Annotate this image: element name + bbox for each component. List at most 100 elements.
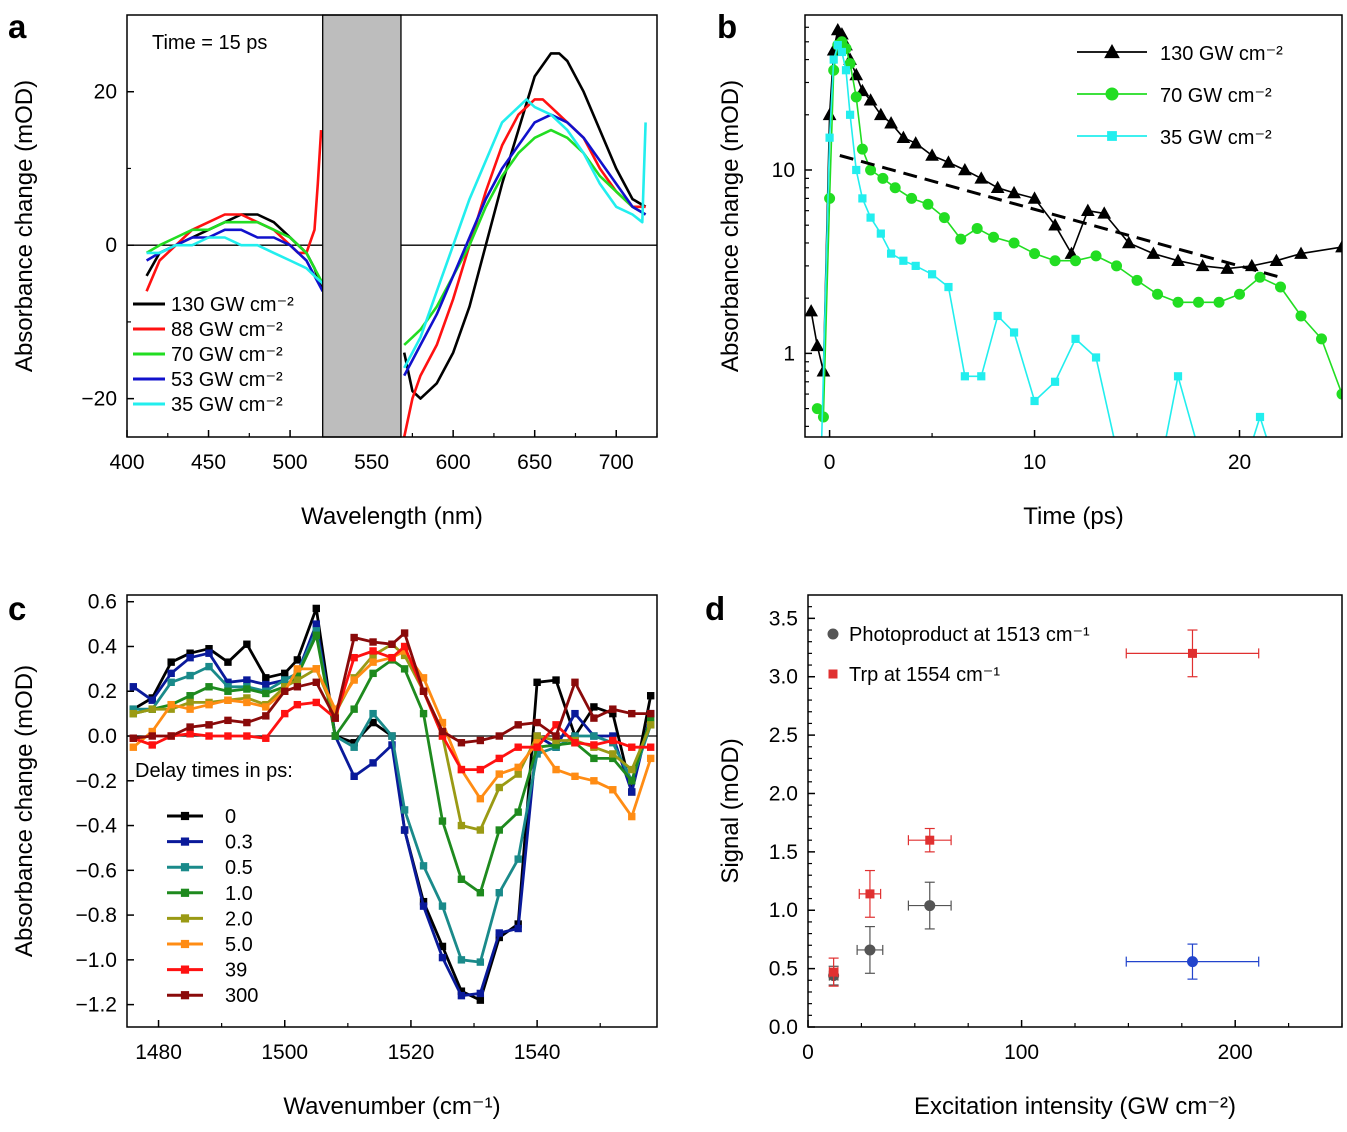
y-tick-label: 0.6: [88, 591, 117, 614]
plot-frame: [126, 14, 658, 438]
data-point: [845, 110, 855, 119]
y-tick-label: −0.2: [76, 770, 117, 793]
time-annotation: Time = 15 ps: [152, 32, 267, 54]
data-point: [476, 765, 485, 774]
data-point: [495, 732, 503, 740]
legend-marker: [1107, 131, 1117, 141]
data-point: [955, 233, 967, 245]
legend-label: 0.5: [225, 857, 253, 879]
data-point: [1195, 446, 1202, 453]
data-point: [552, 676, 560, 684]
x-tick-label: 550: [354, 451, 389, 474]
y-tick-label: 0.0: [769, 1016, 798, 1039]
x-axis-label: Time (ps): [1023, 503, 1123, 530]
data-point: [369, 709, 377, 718]
x-tick-label: 400: [109, 451, 144, 474]
data-point: [1133, 478, 1140, 485]
data-point: [829, 967, 839, 977]
data-point: [312, 665, 320, 673]
y-tick-label: 10: [772, 159, 795, 182]
data-point: [243, 718, 251, 727]
data-point: [571, 739, 579, 747]
data-point: [1090, 250, 1102, 262]
data-point: [590, 754, 598, 763]
data-point: [243, 676, 251, 684]
series-line-4-right: [403, 98, 647, 369]
x-tick-label: 600: [436, 451, 471, 474]
data-point: [419, 902, 428, 910]
data-point: [224, 658, 232, 666]
data-point: [514, 855, 522, 863]
data-point: [186, 723, 194, 731]
legend-label: 300: [225, 985, 258, 1007]
legend-marker: [180, 991, 190, 1000]
data-point: [1316, 333, 1328, 345]
data-point: [571, 678, 579, 686]
data-point: [924, 900, 936, 912]
legend-label: 39: [225, 960, 247, 982]
data-point: [628, 709, 636, 718]
data-point: [628, 765, 636, 774]
x-tick-label: 450: [191, 451, 226, 474]
data-point: [129, 683, 138, 691]
data-point: [850, 91, 862, 103]
data-point: [350, 676, 358, 684]
data-point: [1234, 288, 1246, 300]
data-point: [419, 687, 428, 695]
data-point: [167, 732, 175, 740]
data-point: [400, 665, 409, 673]
data-point: [1295, 310, 1307, 322]
data-point: [369, 718, 377, 727]
data-point: [1091, 353, 1101, 362]
data-point: [476, 996, 485, 1004]
data-point: [590, 777, 598, 785]
legend-marker: [1104, 43, 1120, 59]
panel-letter-c: c: [8, 590, 26, 627]
data-point: [533, 743, 541, 751]
data-point: [167, 700, 175, 709]
x-tick-label: 1540: [514, 1041, 561, 1064]
data-point: [262, 674, 270, 682]
data-point: [514, 770, 522, 778]
data-point: [1154, 478, 1161, 485]
data-point: [571, 772, 579, 781]
y-tick-label: 0.5: [769, 958, 798, 981]
data-point: [243, 640, 251, 648]
legend-marker: [180, 837, 190, 846]
y-tick-label: 1: [783, 342, 795, 365]
data-point: [312, 678, 320, 686]
data-point: [205, 732, 213, 740]
data-point: [628, 777, 636, 785]
data-point: [495, 888, 503, 897]
data-point: [1027, 191, 1042, 204]
data-point: [824, 192, 836, 204]
x-tick-label: 0: [824, 451, 836, 474]
legend-label: 53 GW cm⁻²: [171, 369, 283, 391]
y-tick-label: −0.8: [76, 904, 117, 927]
data-point: [1121, 235, 1136, 249]
legend-label: Trp at 1554 cm⁻¹: [849, 664, 1000, 686]
data-point: [1277, 478, 1284, 485]
data-point: [514, 808, 522, 816]
legend-label: 130 GW cm⁻²: [171, 294, 294, 316]
data-point: [1009, 328, 1019, 337]
data-point: [369, 647, 377, 655]
data-point: [262, 703, 270, 711]
data-point: [889, 182, 901, 194]
x-tick-label: 1480: [135, 1041, 182, 1064]
data-point: [1146, 246, 1161, 259]
data-point: [148, 705, 156, 713]
data-point: [837, 47, 846, 57]
x-tick-label: 500: [273, 451, 308, 474]
legend-label: 1.0: [225, 883, 253, 905]
panel-d: 0 100 200 0.0 0.5 1.0 1.5 2.0 2.5 3.0 3.5 Excitatio…: [705, 590, 1343, 1120]
data-point: [293, 665, 302, 673]
data-point: [977, 372, 986, 381]
data-point: [1186, 956, 1198, 968]
data-point: [1008, 237, 1020, 249]
data-point: [960, 372, 969, 381]
data-point: [571, 709, 579, 718]
y-tick-label: 3.5: [769, 607, 798, 630]
data-point: [906, 192, 918, 204]
